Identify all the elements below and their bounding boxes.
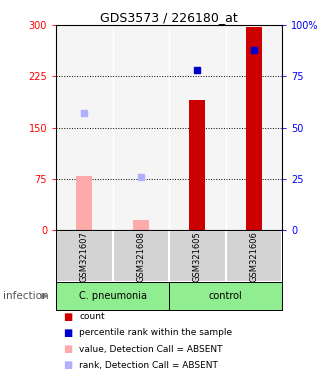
Text: C. pneumonia: C. pneumonia [79,291,147,301]
Text: GSM321606: GSM321606 [249,231,258,282]
Bar [56,230,113,282]
Bar [113,230,169,282]
Text: ■: ■ [63,360,72,370]
Bar [169,230,226,282]
Text: GSM321605: GSM321605 [193,231,202,282]
Point [138,174,144,180]
Bar [189,100,205,230]
Bar [169,282,282,310]
Title: GDS3573 / 226180_at: GDS3573 / 226180_at [100,11,238,24]
Text: ■: ■ [63,344,72,354]
Text: rank, Detection Call = ABSENT: rank, Detection Call = ABSENT [79,361,218,370]
Text: GSM321608: GSM321608 [136,231,146,282]
Bar [133,220,149,230]
Point [195,67,200,73]
Point [82,110,87,116]
Text: control: control [209,291,243,301]
Text: count: count [79,312,105,321]
Bar [226,230,282,282]
Text: ■: ■ [63,312,72,322]
Point [251,46,256,53]
Text: value, Detection Call = ABSENT: value, Detection Call = ABSENT [79,344,223,354]
Bar [246,27,262,230]
Text: infection: infection [3,291,49,301]
Text: GSM321607: GSM321607 [80,231,89,282]
Bar [56,282,169,310]
Text: ■: ■ [63,328,72,338]
Bar [77,175,92,230]
Text: percentile rank within the sample: percentile rank within the sample [79,328,232,338]
